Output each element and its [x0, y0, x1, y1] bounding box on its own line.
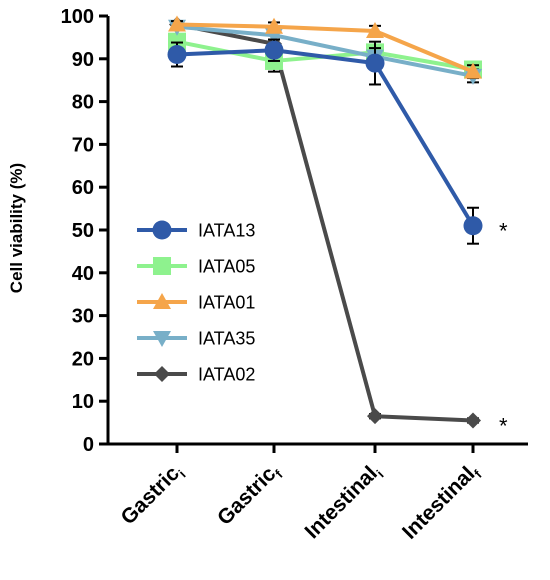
x-tick-label: Gastricf [213, 459, 286, 532]
y-tick-label: 10 [72, 391, 94, 413]
legend-label: IATA35 [198, 329, 255, 349]
legend-item-iata05: IATA05 [137, 257, 255, 277]
data-point [167, 45, 187, 65]
legend-label: IATA01 [198, 293, 255, 313]
y-tick-label: 30 [72, 306, 94, 328]
legend-label: IATA05 [198, 257, 255, 277]
series-line [176, 24, 474, 78]
legend-marker [152, 220, 172, 240]
y-tick-label: 0 [83, 434, 94, 456]
legend-label: IATA13 [198, 221, 255, 241]
legend-marker [153, 257, 171, 275]
x-tick-label: Intestinalf [398, 459, 485, 546]
significance-star: * [499, 413, 508, 438]
series-line [176, 22, 474, 423]
data-point [464, 62, 482, 79]
legend-item-iata02: IATA02 [137, 365, 255, 385]
legend-marker [153, 331, 171, 347]
x-axis: Gastrici Gastricf Intestinali Intestinalf [106, 442, 528, 546]
series-line [176, 22, 474, 74]
y-tick-label: 60 [72, 177, 94, 199]
y-tick-label: 50 [72, 220, 94, 242]
series-line [176, 48, 475, 227]
legend-item-iata13: IATA13 [137, 220, 255, 241]
data-point [168, 15, 186, 32]
x-tick-label: Intestinali [301, 459, 387, 545]
data-point [463, 216, 483, 236]
data-point [366, 21, 384, 38]
legend-item-iata01: IATA01 [137, 293, 255, 313]
data-point [265, 17, 283, 34]
data-point [264, 40, 284, 60]
legend-marker [153, 293, 171, 309]
y-axis: 0 10 20 30 40 50 60 70 80 90 100 [61, 6, 110, 456]
x-tick-label: Gastrici [117, 459, 189, 531]
y-tick-label: 70 [72, 134, 94, 156]
y-tick-label: 90 [72, 49, 94, 71]
data-point [465, 412, 481, 429]
legend-marker [154, 366, 170, 382]
y-tick-label: 80 [72, 92, 94, 114]
y-tick-label: 20 [72, 348, 94, 370]
series-iata01 [168, 15, 482, 80]
series-iata13 [167, 38, 483, 245]
y-tick-label: 100 [61, 6, 94, 28]
y-axis-title: Cell viability (%) [7, 163, 26, 293]
legend: IATA13 IATA05 IATA01 IATA35 IATA02 [137, 220, 255, 385]
legend-item-iata35: IATA35 [137, 329, 255, 349]
y-tick-label: 40 [72, 263, 94, 285]
data-point [365, 53, 385, 73]
series-layer: ** [167, 15, 508, 438]
significance-star: * [499, 219, 508, 244]
data-point [367, 408, 383, 425]
legend-label: IATA02 [198, 365, 255, 385]
